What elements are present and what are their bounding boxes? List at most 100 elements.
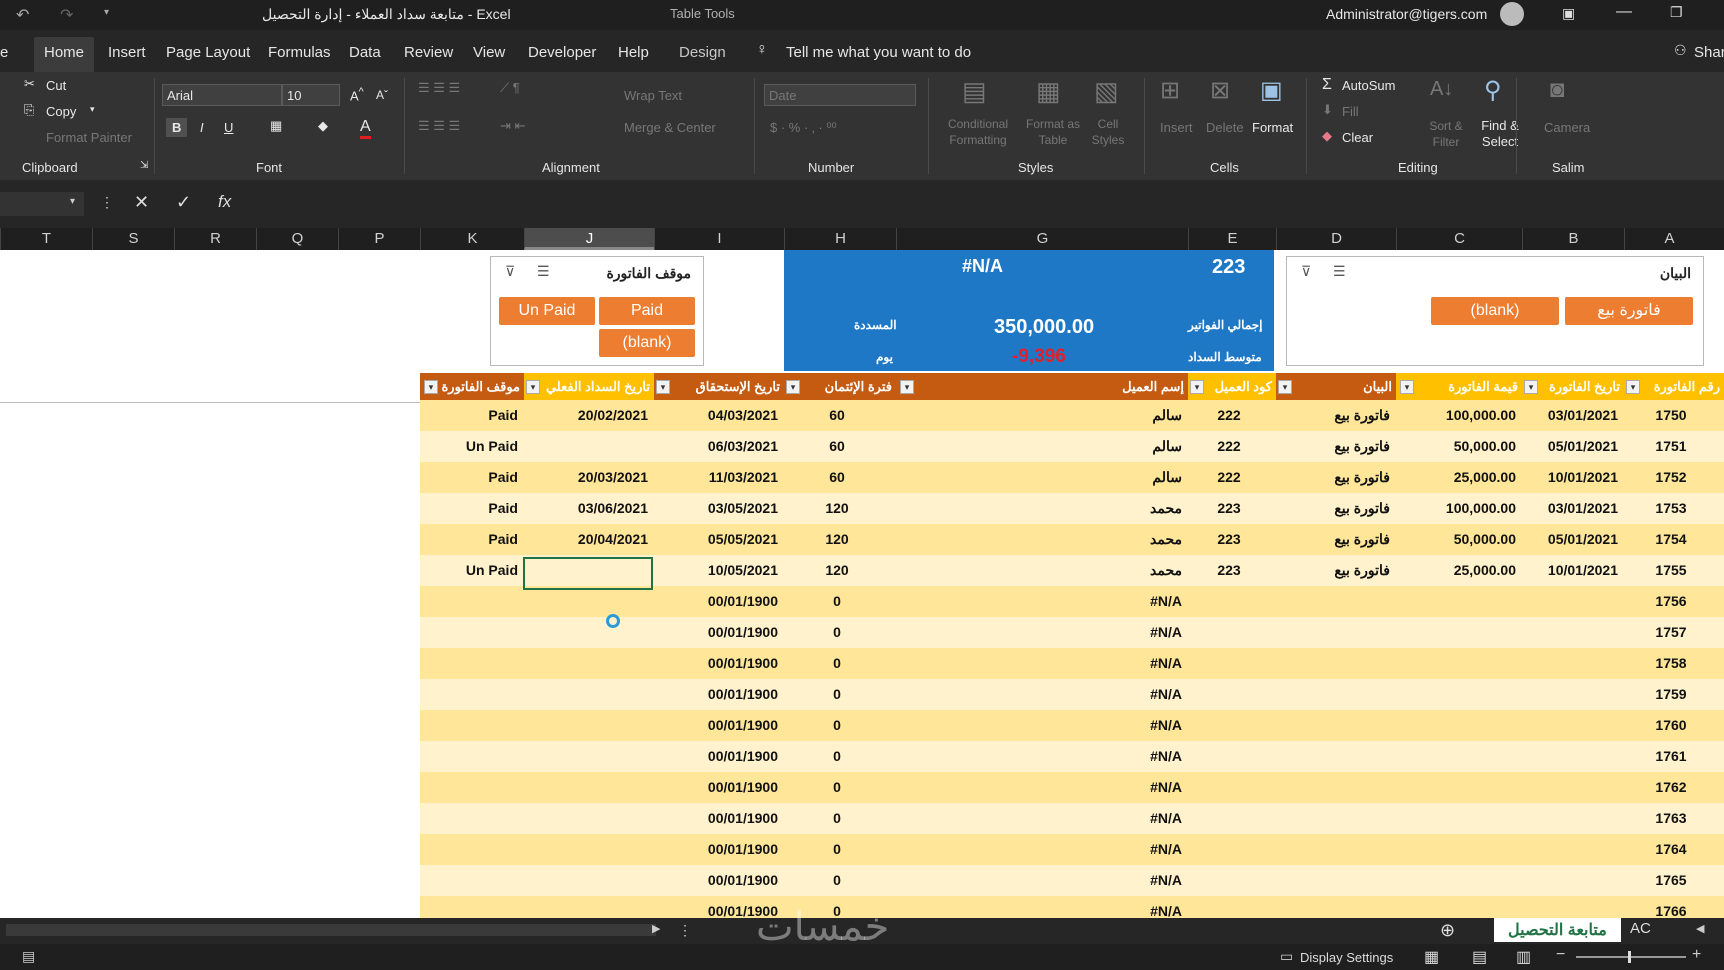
dialog-launcher-icon[interactable]: ⇲ (140, 160, 149, 171)
table-cell-paid[interactable]: 20/03/2021 (577, 469, 648, 485)
table-cell-date[interactable] (1522, 617, 1620, 648)
table-cell-code[interactable]: 222 (1217, 469, 1241, 485)
column-header[interactable]: G (896, 228, 1188, 250)
table-cell-num[interactable]: 1756 (1655, 593, 1687, 609)
clear-filter-icon[interactable]: ⊽ (1301, 263, 1312, 279)
table-cell-status[interactable] (420, 896, 520, 918)
table-cell-client[interactable]: محمد (1150, 531, 1182, 547)
table-cell-due[interactable]: 03/05/2021 (707, 500, 778, 516)
table-cell-num[interactable]: 1750 (1655, 407, 1687, 423)
column-header[interactable]: P (338, 228, 420, 250)
table-cell-code[interactable]: 223 (1217, 562, 1241, 578)
sheet-tab[interactable]: AC (1630, 920, 1651, 937)
zoom-slider[interactable] (1576, 956, 1686, 958)
bold-button[interactable]: B (166, 118, 188, 137)
table-cell-value[interactable] (1396, 741, 1518, 772)
table-cell-value[interactable]: 100,000.00 (1445, 500, 1516, 516)
table-cell-stmt[interactable] (1276, 586, 1392, 617)
table-cell-date[interactable]: 10/01/2021 (1547, 562, 1618, 578)
table-cell-paid[interactable] (524, 896, 650, 918)
table-cell-credit[interactable]: 0 (833, 779, 841, 795)
filter-dropdown-icon[interactable]: ▾ (1278, 380, 1292, 394)
table-cell-status[interactable] (420, 586, 520, 617)
table-cell-stmt[interactable]: فاتورة بيع (1334, 438, 1390, 454)
table-cell-client[interactable]: #N/A (1150, 872, 1182, 888)
table-cell-paid[interactable] (524, 803, 650, 834)
table-cell-stmt[interactable] (1276, 648, 1392, 679)
fill-color-icon[interactable]: ◆ (318, 118, 328, 133)
table-cell-paid[interactable] (524, 772, 650, 803)
conditional-formatting-icon[interactable]: ▤ (962, 76, 987, 106)
table-cell-credit[interactable]: 0 (833, 872, 841, 888)
table-cell-client[interactable]: #N/A (1150, 624, 1182, 640)
delete-cells-icon[interactable]: ⊠ (1210, 77, 1231, 104)
column-header-selected[interactable]: J (524, 228, 654, 250)
column-header[interactable]: S (92, 228, 174, 250)
column-header[interactable]: A (1624, 228, 1714, 250)
cut-button[interactable]: Cut (46, 78, 67, 93)
find-select-icon[interactable]: ⚲ (1484, 77, 1502, 104)
table-cell-num[interactable]: 1765 (1655, 872, 1687, 888)
table-cell-date[interactable] (1522, 586, 1620, 617)
page-break-view-icon[interactable]: ▥ (1516, 949, 1532, 966)
table-cell-value[interactable] (1396, 586, 1518, 617)
table-cell-client[interactable]: #N/A (1150, 810, 1182, 826)
table-cell-code[interactable] (1188, 586, 1270, 617)
table-cell-code[interactable] (1188, 834, 1270, 865)
filter-dropdown-icon[interactable]: ▾ (656, 380, 670, 394)
table-cell-status[interactable]: Paid (488, 500, 518, 516)
table-cell-code[interactable]: 222 (1217, 438, 1241, 454)
table-cell-date[interactable] (1522, 896, 1620, 918)
table-cell-num[interactable]: 1763 (1655, 810, 1687, 826)
table-cell-date[interactable] (1522, 710, 1620, 741)
column-header[interactable]: B (1522, 228, 1624, 250)
table-cell-code[interactable] (1188, 896, 1270, 918)
filter-dropdown-icon[interactable]: ▾ (1524, 380, 1538, 394)
table-cell-due[interactable]: 05/05/2021 (707, 531, 778, 547)
table-cell-code[interactable] (1188, 648, 1270, 679)
orientation-icon[interactable]: ⟋ ¶ (500, 80, 520, 95)
undo-icon[interactable]: ↶ (16, 7, 30, 24)
number-format-select[interactable]: Date (764, 84, 916, 106)
shrink-font-icon[interactable]: Aˇ (376, 88, 388, 102)
sort-filter-button[interactable]: Sort & Filter (1429, 119, 1463, 149)
table-cell-value[interactable]: 50,000.00 (1453, 438, 1516, 454)
avatar[interactable] (1500, 2, 1524, 26)
indent-icon[interactable]: ⇥ ⇤ (500, 118, 526, 133)
table-cell-value[interactable]: 25,000.00 (1453, 562, 1516, 578)
table-cell-code[interactable] (1188, 741, 1270, 772)
normal-view-icon[interactable]: ▦ (1424, 949, 1440, 966)
table-cell-status[interactable] (420, 710, 520, 741)
column-header[interactable]: C (1396, 228, 1522, 250)
table-cell-code[interactable] (1188, 772, 1270, 803)
table-cell-date[interactable] (1522, 741, 1620, 772)
filter-dropdown-icon[interactable]: ▾ (1400, 380, 1414, 394)
table-cell-status[interactable]: Un Paid (465, 562, 518, 578)
table-cell-client[interactable]: محمد (1150, 500, 1182, 516)
grow-font-icon[interactable]: A^ (350, 86, 364, 104)
name-box[interactable] (0, 192, 84, 216)
zoom-out-icon[interactable]: − (1556, 946, 1566, 963)
table-cell-status[interactable]: Paid (488, 531, 518, 547)
table-cell-stmt[interactable] (1276, 803, 1392, 834)
share-icon[interactable]: ⚇ (1674, 42, 1687, 58)
table-cell-date[interactable] (1522, 834, 1620, 865)
table-cell-paid[interactable] (524, 865, 650, 896)
table-cell-code[interactable] (1188, 617, 1270, 648)
zoom-slider-thumb[interactable] (1628, 951, 1631, 963)
table-cell-paid[interactable] (524, 617, 650, 648)
active-cell[interactable] (523, 557, 653, 590)
table-cell-paid[interactable] (524, 586, 650, 617)
copy-dropdown-icon[interactable]: ▾ (90, 104, 95, 114)
table-cell-status[interactable]: Paid (488, 407, 518, 423)
sheet-tab-active[interactable]: متابعة التحصيل (1494, 918, 1621, 942)
table-cell-num[interactable]: 1754 (1655, 531, 1687, 547)
table-cell-num[interactable]: 1760 (1655, 717, 1687, 733)
table-cell-credit[interactable]: 0 (833, 841, 841, 857)
fill-button[interactable]: Fill (1342, 104, 1359, 119)
table-cell-value[interactable] (1396, 710, 1518, 741)
filter-dropdown-icon[interactable]: ▾ (786, 380, 800, 394)
table-cell-code[interactable] (1188, 803, 1270, 834)
table-cell-status[interactable] (420, 679, 520, 710)
table-cell-stmt[interactable]: فاتورة بيع (1334, 407, 1390, 423)
